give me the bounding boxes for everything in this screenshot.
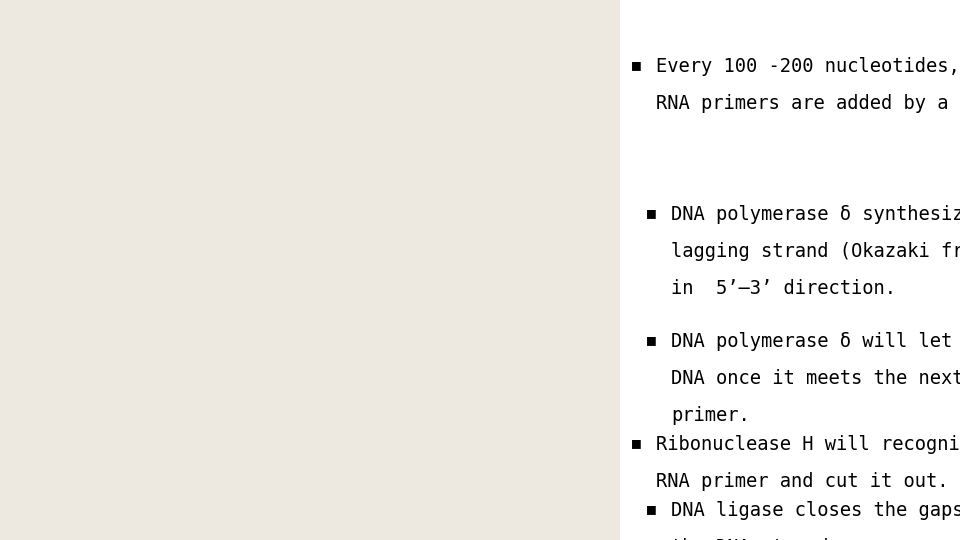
Text: lagging strand (Okazaki fragment): lagging strand (Okazaki fragment) <box>671 242 960 261</box>
Text: DNA polymerase δ synthesize: DNA polymerase δ synthesize <box>671 205 960 224</box>
Text: Every 100 -200 nucleotides,: Every 100 -200 nucleotides, <box>657 57 960 76</box>
Text: Ribonuclease H will recognize: Ribonuclease H will recognize <box>657 435 960 454</box>
Text: ■: ■ <box>632 57 640 72</box>
Text: ■: ■ <box>632 435 640 450</box>
Bar <box>0 0 620 540</box>
Text: DNA ligase closes the gaps in: DNA ligase closes the gaps in <box>671 501 960 520</box>
Text: the DNA strand.: the DNA strand. <box>671 538 840 540</box>
Text: RNA primers are added by a primase.: RNA primers are added by a primase. <box>657 94 960 113</box>
Text: RNA primer and cut it out.: RNA primer and cut it out. <box>657 472 948 491</box>
Text: ■: ■ <box>647 205 656 220</box>
Text: ■: ■ <box>647 501 656 516</box>
Text: primer.: primer. <box>671 406 750 425</box>
Text: ■: ■ <box>647 332 656 347</box>
Text: in  5’–3’ direction.: in 5’–3’ direction. <box>671 279 896 298</box>
Text: DNA polymerase δ will let go of: DNA polymerase δ will let go of <box>671 332 960 351</box>
Text: DNA once it meets the next RNA: DNA once it meets the next RNA <box>671 369 960 388</box>
Bar <box>620 0 960 540</box>
